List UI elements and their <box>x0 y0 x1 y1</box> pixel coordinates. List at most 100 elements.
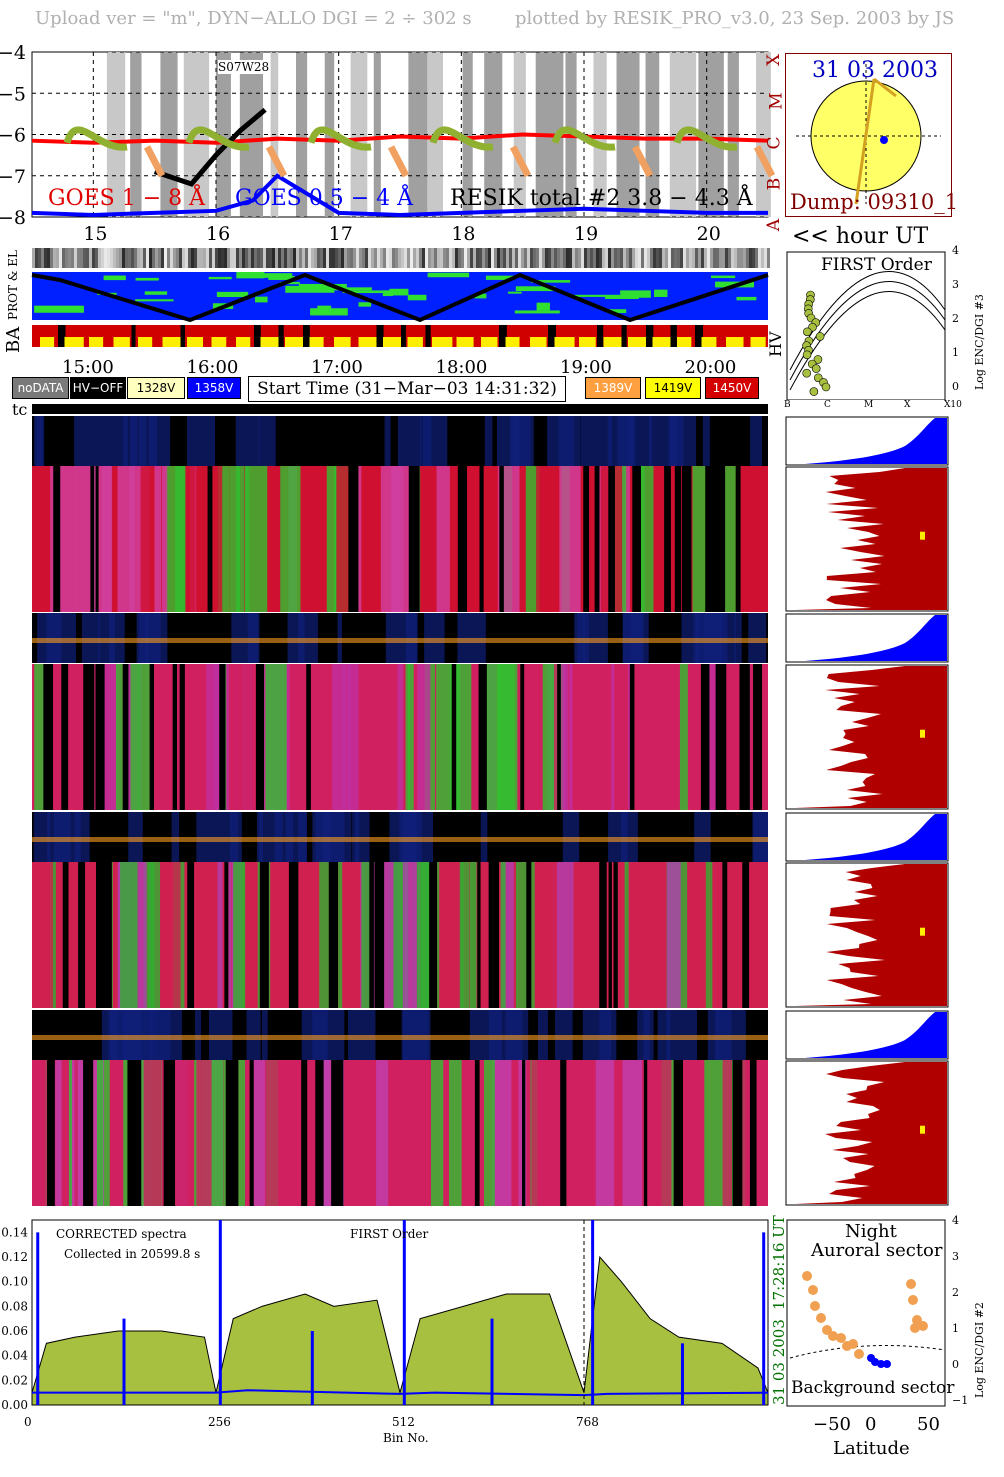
goes-x-tick: 18 <box>451 223 476 245</box>
spectrum-strip-gap <box>560 1060 567 1206</box>
prot-green-band <box>382 290 393 297</box>
spectrum-strip-band <box>496 664 515 810</box>
hk-strip <box>143 248 146 268</box>
prot-green-band <box>474 293 487 299</box>
spectrum-strip-band <box>172 1060 193 1206</box>
hk-strip <box>380 248 383 268</box>
latitude-point <box>854 1349 864 1359</box>
resik-sector-trace <box>429 126 494 151</box>
hk-strip <box>362 248 365 268</box>
hk-strip <box>104 248 107 268</box>
spectrum-strip-band <box>198 862 204 1008</box>
hk-strip <box>272 248 275 268</box>
hk-strip <box>590 248 593 268</box>
prot-green-band <box>389 288 409 296</box>
hk-strip <box>335 248 338 268</box>
ba-yellow-bar <box>603 337 625 347</box>
hk-strip <box>506 248 509 268</box>
hv-legend-item: 1389V <box>585 377 641 399</box>
prot-green-band <box>330 287 372 291</box>
hk-strip <box>599 248 602 268</box>
hk-strip <box>332 248 335 268</box>
hk-strip <box>218 248 221 268</box>
spectrum-strip-gap <box>166 1060 176 1206</box>
spectrum-strip-gap <box>715 664 727 810</box>
hk-strip <box>89 248 92 268</box>
spectrum-strip-gap <box>674 466 682 612</box>
bottom-spectrum-chart: 0.14 0.12 0.10 0.08 0.06 0.04 0.02 0.00 <box>1 1219 769 1412</box>
hk-strip <box>641 248 644 268</box>
hv-legend-item: 1450V <box>705 377 759 399</box>
first-order-x-tick: X10 <box>944 400 962 410</box>
prot-green-band <box>298 283 347 290</box>
spectrum-strip-gap <box>632 466 640 612</box>
spectrum-strip-gap <box>705 466 716 612</box>
spectrum-strip-band <box>236 664 243 810</box>
goes-x-tick: 17 <box>328 223 353 245</box>
goes-class-label: C <box>764 135 785 150</box>
spectrum-strip-band <box>154 466 162 612</box>
prot-green-band <box>103 275 126 281</box>
hk-strip <box>491 248 494 268</box>
spectrum-strip-gap <box>172 664 178 810</box>
hk-strip <box>329 248 332 268</box>
hk-strip <box>98 248 101 268</box>
spectrum-strip-band <box>161 466 168 612</box>
first-order-y-tick: 0 <box>952 380 959 393</box>
hk-strip <box>626 248 629 268</box>
spectrum-strip-band <box>592 664 609 810</box>
spectrum-strip-band <box>408 664 414 810</box>
legend-goes-blue: GOES 0.5 − 4 Å <box>235 186 414 211</box>
spectrum-strip-gap <box>583 466 590 612</box>
hk-strip <box>533 248 536 268</box>
hk-strip <box>668 248 671 268</box>
hk-strip <box>746 248 749 268</box>
hk-strip <box>383 248 386 268</box>
prot-green-band <box>268 276 295 280</box>
hk-strip <box>605 248 608 268</box>
spectrum-strip-gap <box>225 1060 235 1206</box>
ba-yellow-bar <box>309 337 324 347</box>
prot-green-band <box>358 302 372 307</box>
hk-strip <box>227 248 230 268</box>
ba-yellow-bar <box>138 337 153 347</box>
hk-strip <box>119 248 122 268</box>
hk-strip <box>164 248 167 268</box>
pha-histogram <box>785 416 949 466</box>
hv-legend-item: 1419V <box>645 377 701 399</box>
bottom-y-tick: 0.00 <box>1 1398 28 1412</box>
spectrum-strip-band <box>140 466 154 612</box>
prot-green-band <box>620 290 651 298</box>
hk-strip <box>593 248 596 268</box>
hk-strip <box>575 248 578 268</box>
prot-green-band <box>507 291 522 294</box>
goes-panel: −4 −5 −6 −7 −8 GOES 1 − 8 Å GOES 0.5 − 4 Å R… <box>0 40 787 250</box>
ba-black-bar <box>548 325 556 347</box>
hk-strip <box>209 248 212 268</box>
hk-strip <box>476 248 479 268</box>
hk-strip <box>608 248 611 268</box>
hk-strip <box>323 248 326 268</box>
spectrum-strip-gap <box>95 466 99 612</box>
hk-strip <box>737 248 740 268</box>
spectrum-strip-gap <box>753 664 763 810</box>
hk-strip <box>566 248 569 268</box>
first-order-point <box>802 350 812 360</box>
time-tick: 16:00 <box>186 357 239 378</box>
spectrum-strip-gap <box>47 1060 55 1206</box>
hk-strip <box>755 248 758 268</box>
spectrum-strip-gap <box>288 862 298 1008</box>
spectrum-strip-band <box>76 664 83 810</box>
spectrum-strip <box>32 466 768 612</box>
spectrum-strip-band <box>476 466 483 612</box>
latitude-chart <box>786 1219 946 1407</box>
pha-strip-band <box>750 416 763 466</box>
goes-eclipse-band <box>727 52 739 217</box>
spectrum-strip-gap <box>526 862 532 1008</box>
first-order-point <box>802 368 812 378</box>
latitude-point <box>828 1331 838 1341</box>
ba-black-bar <box>254 325 261 347</box>
spectrum-strip-band <box>491 1060 512 1206</box>
hk-strip <box>95 248 98 268</box>
hk-strip <box>110 248 113 268</box>
